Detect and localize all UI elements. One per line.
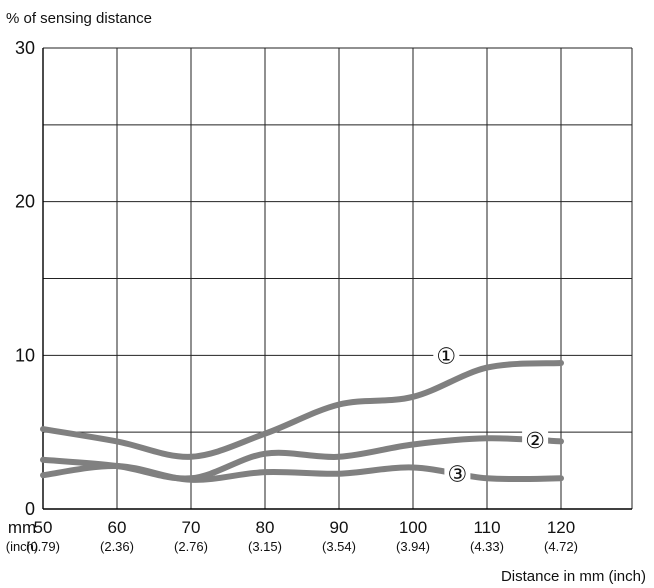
series-label-3: ③ <box>448 462 468 487</box>
x-tick-sublabel: (0.79) <box>26 539 60 554</box>
x-tick-label: 110 <box>473 518 500 537</box>
series-labels: ① ② ③ <box>433 343 549 487</box>
x-tick-labels: 50 (0.79) 60 (2.36) 70 (2.76) 80 (3.15) 90 (3.54)… <box>26 518 578 554</box>
x-tick-sublabel: (2.36) <box>100 539 134 554</box>
grid <box>42 47 633 510</box>
y-tick-label: 20 <box>15 192 35 212</box>
series-label-2: ② <box>525 428 545 453</box>
series-label-1: ① <box>436 343 456 368</box>
x-tick-sublabel: (3.15) <box>248 539 282 554</box>
y-tick-label: 0 <box>25 499 35 519</box>
x-tick-sublabel: (4.72) <box>544 539 578 554</box>
series-label-backdrop <box>444 461 471 486</box>
y-tick-label: 30 <box>15 38 35 58</box>
x-tick-sublabel: (3.54) <box>322 539 356 554</box>
y-tick-label: 10 <box>15 345 35 365</box>
x-tick-label: 80 <box>256 518 275 537</box>
x-unit-mm: mm <box>8 518 36 537</box>
series-line-1 <box>40 360 564 460</box>
x-tick-label: 50 <box>34 518 53 537</box>
series-label-backdrop <box>522 427 549 452</box>
x-unit-inch: (inch) <box>6 539 39 554</box>
x-tick-sublabel: (2.76) <box>174 539 208 554</box>
series-label-backdrop <box>433 343 460 368</box>
y-axis-label: % of sensing distance <box>6 10 152 27</box>
x-tick-label: 60 <box>108 518 127 537</box>
y-tick-labels: 0 10 20 30 <box>15 38 35 519</box>
x-tick-label: 100 <box>399 518 427 537</box>
x-tick-sublabel: (3.94) <box>396 539 430 554</box>
series-line-3 <box>40 462 564 483</box>
x-axis-label: Distance in mm (inch) <box>501 568 646 585</box>
x-tick-label: 120 <box>547 518 575 537</box>
series-lines <box>40 360 564 483</box>
x-tick-label: 90 <box>330 518 349 537</box>
x-tick-sublabel: (4.33) <box>470 539 504 554</box>
x-tick-label: 70 <box>182 518 201 537</box>
